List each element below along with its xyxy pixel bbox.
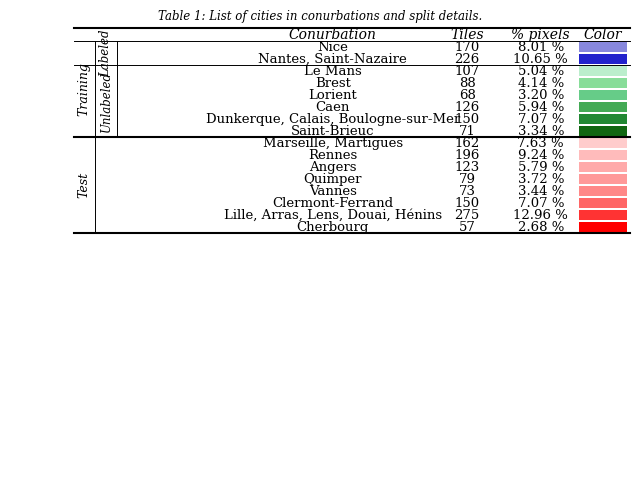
Text: 126: 126 (454, 100, 480, 114)
Text: 150: 150 (454, 113, 480, 125)
Text: Rennes: Rennes (308, 148, 357, 162)
Text: 7.07 %: 7.07 % (518, 196, 564, 210)
Text: 9.24 %: 9.24 % (518, 148, 564, 162)
Text: 150: 150 (454, 196, 480, 210)
FancyBboxPatch shape (579, 90, 627, 100)
Text: 8.01 %: 8.01 % (518, 41, 564, 53)
Text: Saint-Brieuc: Saint-Brieuc (291, 124, 374, 138)
Text: 88: 88 (459, 76, 476, 90)
Text: Vannes: Vannes (309, 185, 356, 197)
Text: 2.68 %: 2.68 % (518, 220, 564, 234)
FancyBboxPatch shape (579, 210, 627, 220)
FancyBboxPatch shape (579, 150, 627, 160)
Text: 3.20 %: 3.20 % (518, 89, 564, 101)
Text: 4.14 %: 4.14 % (518, 76, 564, 90)
Text: 196: 196 (454, 148, 480, 162)
Text: 3.34 %: 3.34 % (518, 124, 564, 138)
Text: 5.04 %: 5.04 % (518, 65, 564, 77)
Text: Angers: Angers (309, 161, 356, 173)
Text: 10.65 %: 10.65 % (513, 52, 568, 66)
Text: Nice: Nice (317, 41, 348, 53)
Text: 68: 68 (459, 89, 476, 101)
Text: 79: 79 (459, 172, 476, 186)
FancyBboxPatch shape (579, 78, 627, 88)
Text: Conurbation: Conurbation (289, 27, 377, 42)
FancyBboxPatch shape (579, 162, 627, 172)
Text: Caen: Caen (316, 100, 350, 114)
FancyBboxPatch shape (579, 222, 627, 232)
Text: 275: 275 (454, 209, 480, 221)
FancyBboxPatch shape (579, 138, 627, 148)
Text: Test: Test (77, 172, 91, 198)
Text: 3.44 %: 3.44 % (518, 185, 564, 197)
Text: 226: 226 (454, 52, 480, 66)
FancyBboxPatch shape (579, 126, 627, 136)
Text: 73: 73 (459, 185, 476, 197)
Text: 71: 71 (459, 124, 476, 138)
Text: Tiles: Tiles (451, 27, 484, 42)
Text: Le Mans: Le Mans (304, 65, 362, 77)
Text: 12.96 %: 12.96 % (513, 209, 568, 221)
FancyBboxPatch shape (579, 114, 627, 124)
Text: 3.72 %: 3.72 % (518, 172, 564, 186)
Text: Marseille, Martigues: Marseille, Martigues (263, 137, 403, 149)
FancyBboxPatch shape (579, 66, 627, 76)
Text: 7.07 %: 7.07 % (518, 113, 564, 125)
Text: 107: 107 (454, 65, 480, 77)
FancyBboxPatch shape (579, 186, 627, 196)
Text: Labeled: Labeled (99, 29, 113, 77)
Text: 123: 123 (454, 161, 480, 173)
FancyBboxPatch shape (579, 198, 627, 208)
Text: % pixels: % pixels (511, 27, 570, 42)
FancyBboxPatch shape (579, 54, 627, 64)
Text: Nantes, Saint-Nazaire: Nantes, Saint-Nazaire (259, 52, 407, 66)
Text: Brest: Brest (315, 76, 351, 90)
FancyBboxPatch shape (579, 42, 627, 52)
Text: Training: Training (77, 62, 91, 116)
Text: Unlabeled: Unlabeled (99, 71, 113, 132)
Text: 5.94 %: 5.94 % (518, 100, 564, 114)
Text: Table 1: List of cities in conurbations and split details.: Table 1: List of cities in conurbations … (158, 10, 482, 23)
Text: Cherbourg: Cherbourg (296, 220, 369, 234)
Text: Quimper: Quimper (303, 172, 362, 186)
Text: 170: 170 (454, 41, 480, 53)
Text: 162: 162 (454, 137, 480, 149)
Text: Clermont-Ferrand: Clermont-Ferrand (272, 196, 394, 210)
Text: Color: Color (584, 27, 623, 42)
Text: 57: 57 (459, 220, 476, 234)
Text: 7.63 %: 7.63 % (518, 137, 564, 149)
FancyBboxPatch shape (579, 174, 627, 184)
Text: 5.79 %: 5.79 % (518, 161, 564, 173)
Text: Lorient: Lorient (308, 89, 357, 101)
FancyBboxPatch shape (579, 102, 627, 112)
Text: Dunkerque, Calais, Boulogne-sur-Mer: Dunkerque, Calais, Boulogne-sur-Mer (205, 113, 460, 125)
Text: Lille, Arras, Lens, Douai, Hénins: Lille, Arras, Lens, Douai, Hénins (224, 209, 442, 221)
